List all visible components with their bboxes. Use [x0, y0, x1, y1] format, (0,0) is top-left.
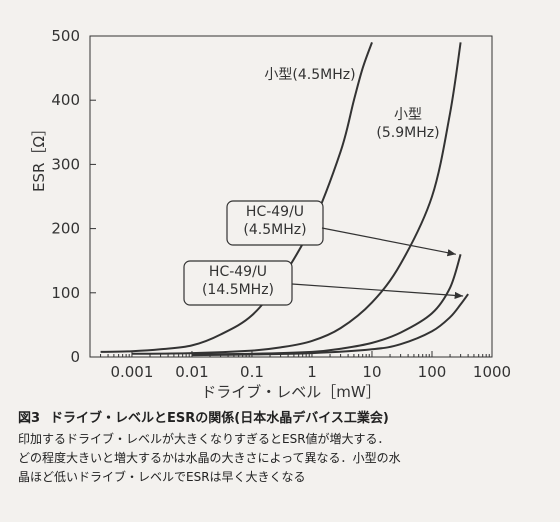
plot-frame [89, 35, 493, 358]
y-tick-label: 200 [51, 220, 80, 238]
annotation-label: 小型 [394, 107, 422, 123]
annotation-box [183, 260, 293, 306]
x-tick-label: 10 [362, 363, 381, 381]
y-tick-label: 400 [51, 91, 80, 109]
annotation-box [226, 200, 324, 246]
annotation-label: 小型(4.5MHz) [264, 67, 355, 83]
y-tick-label: 500 [51, 27, 80, 45]
annotation-arrow [321, 227, 456, 257]
series-annotation: 小型(4.5MHz) [264, 67, 355, 83]
annotation-label: (5.9MHz) [376, 125, 439, 141]
x-tick-label: 100 [418, 363, 447, 381]
series-annotation: HC-49/U (14.5MHz) [183, 260, 464, 306]
y-axis-title: ESR［Ω］ [30, 121, 48, 192]
figure-caption: 図3 ドライブ・レベルとESRの関係(日本水晶デバイス工業会) 印加するドライブ・… [18, 407, 548, 487]
x-tick-label: 0.001 [110, 363, 153, 381]
figure-description: 印加するドライブ・レベルが大きくなりすぎるとESR値が増大する． どの程度大きい… [18, 430, 548, 487]
x-tick-label: 1000 [473, 363, 511, 381]
y-tick-label: 0 [70, 348, 80, 366]
annotation-arrow [291, 283, 464, 300]
caption-line: 晶ほど低いドライブ・レベルでESRは早く大きくなる [18, 470, 306, 484]
series-annotation: HC-49/U (4.5MHz) [226, 200, 456, 257]
series-line [191, 293, 469, 357]
figure-title-text: ドライブ・レベルとESRの関係(日本水晶デバイス工業会) [50, 411, 389, 426]
caption-line: 印加するドライブ・レベルが大きくなりすぎるとESR値が増大する． [18, 432, 390, 446]
annotation-label: HC-49/U [209, 264, 267, 280]
series-annotation: 小型 (5.9MHz) [376, 107, 439, 141]
y-tick-label: 300 [51, 155, 80, 173]
caption-line: どの程度大きいと増大するかは水晶の大きさによって異なる．小型の水 [18, 451, 401, 465]
x-axis-title: ドライブ・レベル［mW］ [201, 383, 380, 400]
figure-title: 図3 ドライブ・レベルとESRの関係(日本水晶デバイス工業会) [18, 407, 548, 426]
series-line [131, 42, 462, 355]
figure-label: 図3 [18, 411, 41, 426]
esr-drive-level-chart: 0 100 200 300 400 500 0.001 0.01 0.1 1 10 100 1000 小… [30, 27, 511, 400]
x-tick-label: 1 [307, 363, 317, 381]
y-tick-label: 100 [51, 284, 80, 302]
annotation-label: (14.5MHz) [202, 282, 274, 298]
x-tick-label: 0.01 [175, 363, 208, 381]
annotation-label: (4.5MHz) [243, 222, 306, 238]
x-tick-label: 0.1 [240, 363, 264, 381]
annotation-label: HC-49/U [246, 204, 304, 220]
